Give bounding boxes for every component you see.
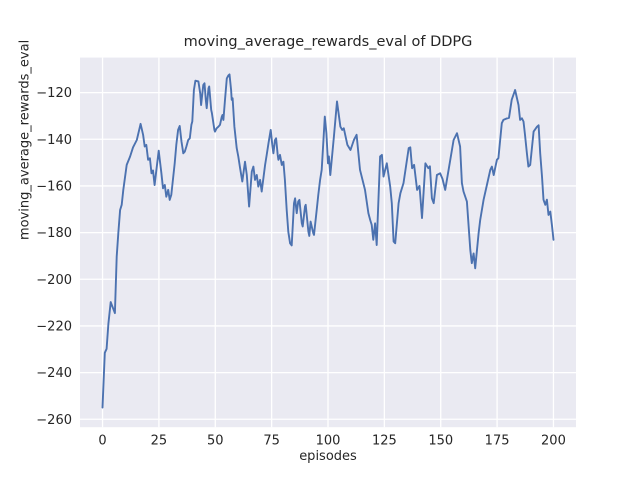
x-tick-label: 200 bbox=[541, 434, 566, 449]
y-tick-label: −160 bbox=[36, 179, 72, 194]
x-axis-label: episodes bbox=[299, 449, 357, 464]
x-tick-label: 0 bbox=[98, 434, 106, 449]
y-tick-label: −220 bbox=[36, 319, 72, 334]
y-tick-label: −240 bbox=[36, 366, 72, 381]
x-tick-label: 100 bbox=[316, 434, 341, 449]
y-tick-label: −260 bbox=[36, 413, 72, 428]
y-tick-label: −200 bbox=[36, 273, 72, 288]
x-tick-label: 25 bbox=[151, 434, 168, 449]
chart-title: moving_average_rewards_eval of DDPG bbox=[183, 34, 473, 50]
x-tick-label: 150 bbox=[428, 434, 453, 449]
y-tick-label: −180 bbox=[36, 226, 72, 241]
y-tick-label: −140 bbox=[36, 133, 72, 148]
reward-line bbox=[101, 73, 555, 409]
y-tick-label: −120 bbox=[36, 86, 72, 101]
x-tick-label: 175 bbox=[485, 434, 510, 449]
x-tick-label: 50 bbox=[207, 434, 224, 449]
x-tick-label: 75 bbox=[263, 434, 280, 449]
x-tick-label: 125 bbox=[372, 434, 397, 449]
